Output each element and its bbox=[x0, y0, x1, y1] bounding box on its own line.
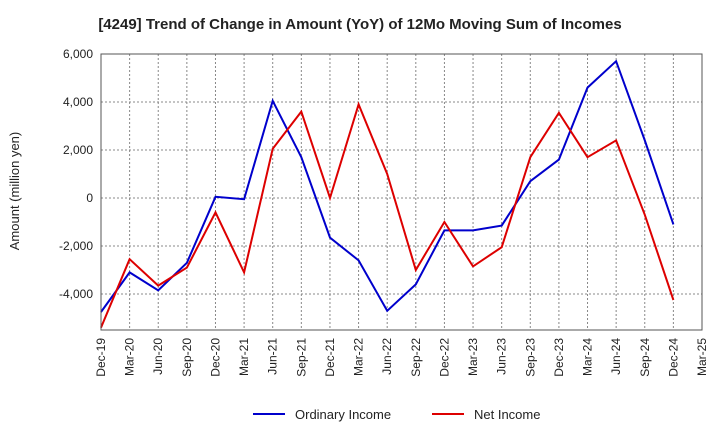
legend-label: Net Income bbox=[474, 407, 540, 422]
x-tick-label: Sep-22 bbox=[409, 338, 423, 377]
x-tick-label: Sep-20 bbox=[180, 338, 194, 377]
series-lines bbox=[100, 59, 675, 328]
x-tick-label: Dec-20 bbox=[208, 338, 222, 377]
x-tick-label: Mar-20 bbox=[123, 338, 137, 376]
x-tick-label: Mar-21 bbox=[237, 338, 251, 376]
y-tick-label: -4,000 bbox=[59, 287, 93, 301]
x-ticks: Dec-19 Mar-20 Jun-20 Sep-20 Dec-20 Mar-21 Jun-… bbox=[94, 338, 709, 377]
y-axis-label: Amount (million yen) bbox=[7, 132, 22, 251]
x-tick-label: Jun-24 bbox=[609, 338, 623, 375]
y-tick-label: 6,000 bbox=[63, 47, 93, 61]
y-tick-label: 0 bbox=[86, 191, 93, 205]
x-tick-label: Mar-24 bbox=[581, 338, 595, 376]
x-tick-label: Sep-23 bbox=[523, 338, 537, 377]
y-tick-label: 2,000 bbox=[63, 143, 93, 157]
y-tick-label: 4,000 bbox=[63, 95, 93, 109]
x-tick-label: Dec-21 bbox=[323, 338, 337, 377]
x-tick-label: Mar-23 bbox=[466, 338, 480, 376]
chart-title: [4249] Trend of Change in Amount (YoY) o… bbox=[98, 16, 622, 33]
y-tick-label: -2,000 bbox=[59, 239, 93, 253]
legend-label: Ordinary Income bbox=[295, 407, 391, 422]
x-tick-label: Jun-23 bbox=[495, 338, 509, 375]
x-tick-label: Sep-24 bbox=[638, 338, 652, 377]
x-tick-label: Mar-22 bbox=[352, 338, 366, 376]
x-tick-label: Jun-20 bbox=[151, 338, 165, 375]
y-ticks: 6,000 4,000 2,000 0 -2,000 -4,000 bbox=[59, 47, 93, 301]
x-tick-label: Sep-21 bbox=[294, 338, 308, 377]
x-tick-label: Dec-23 bbox=[552, 338, 566, 377]
plot-frame bbox=[100, 53, 703, 331]
series-line-net-income bbox=[100, 101, 675, 328]
grid bbox=[101, 54, 702, 330]
x-tick-label: Dec-19 bbox=[94, 338, 108, 377]
x-tick-label: Dec-24 bbox=[666, 338, 680, 377]
x-tick-label: Dec-22 bbox=[437, 338, 451, 377]
x-tick-label: Jun-21 bbox=[266, 338, 280, 375]
series-line-ordinary-income bbox=[100, 59, 675, 313]
x-tick-label: Mar-25 bbox=[695, 338, 709, 376]
legend: Ordinary Income Net Income bbox=[253, 407, 540, 422]
x-tick-label: Jun-22 bbox=[380, 338, 394, 375]
